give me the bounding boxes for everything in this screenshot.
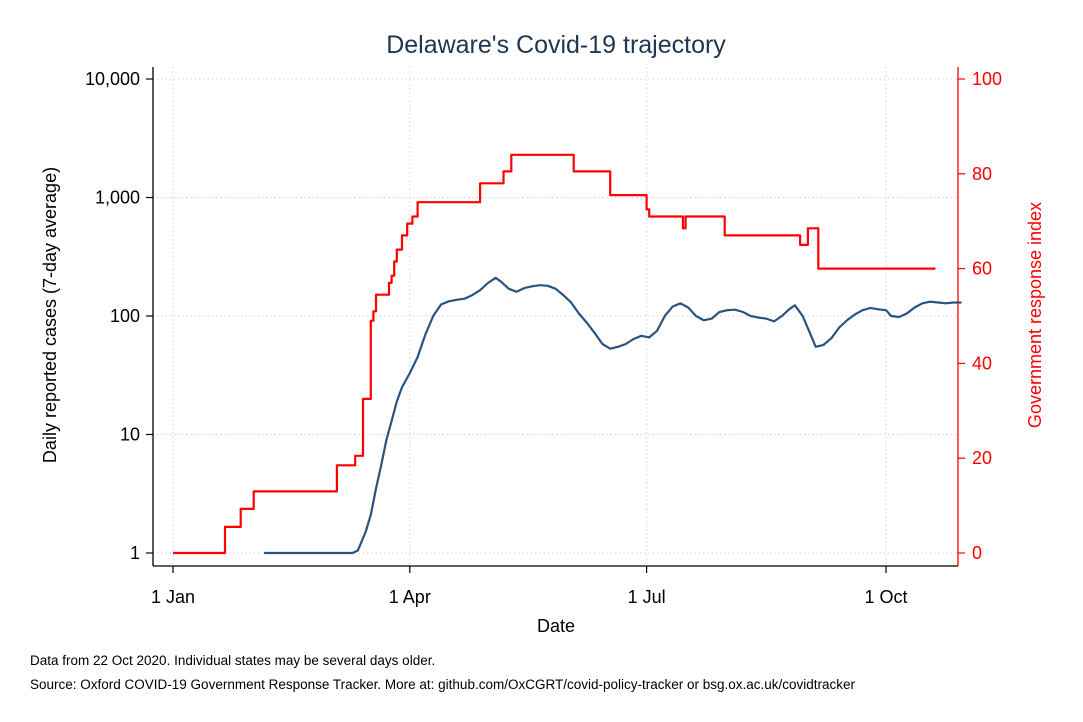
right-tick-label-1: 20 bbox=[972, 448, 992, 468]
left-tick-label-4: 10,000 bbox=[85, 69, 140, 89]
left-tick-label-0: 1 bbox=[130, 543, 140, 563]
chart-title: Delaware's Covid-19 trajectory bbox=[386, 31, 726, 59]
x-tick-label-1: 1 Apr bbox=[389, 587, 431, 607]
right-tick-label-4: 80 bbox=[972, 164, 992, 184]
note-source: Source: Oxford COVID-19 Government Respo… bbox=[30, 677, 856, 692]
left-axis-label: Daily reported cases (7-day average) bbox=[40, 167, 60, 463]
note-data-date: Data from 22 Oct 2020. Individual states… bbox=[30, 653, 436, 668]
x-tick-label-0: 1 Jan bbox=[151, 587, 195, 607]
left-tick-label-1: 10 bbox=[120, 425, 140, 445]
cases-line bbox=[264, 276, 962, 555]
x-axis-label: Date bbox=[537, 616, 575, 636]
series-lines bbox=[173, 153, 962, 555]
x-tick-label-3: 1 Oct bbox=[864, 587, 907, 607]
left-tick-label-2: 100 bbox=[110, 306, 140, 326]
response-index-line bbox=[173, 153, 936, 555]
left-tick-label-3: 1,000 bbox=[95, 188, 140, 208]
right-tick-label-3: 60 bbox=[972, 259, 992, 279]
right-tick-label-0: 0 bbox=[972, 543, 982, 563]
right-tick-label-5: 100 bbox=[972, 69, 1002, 89]
x-tick-label-2: 1 Jul bbox=[628, 587, 666, 607]
left-axis-ticks: 1 10 100 1,000 10,000 bbox=[85, 69, 153, 563]
right-tick-label-2: 40 bbox=[972, 353, 992, 373]
x-axis-ticks: 1 Jan 1 Apr 1 Jul 1 Oct bbox=[151, 566, 908, 607]
right-axis-label: Government response index bbox=[1025, 202, 1045, 428]
right-axis-ticks: 0 20 40 60 80 100 bbox=[958, 69, 1002, 563]
grid-lines bbox=[153, 67, 958, 566]
